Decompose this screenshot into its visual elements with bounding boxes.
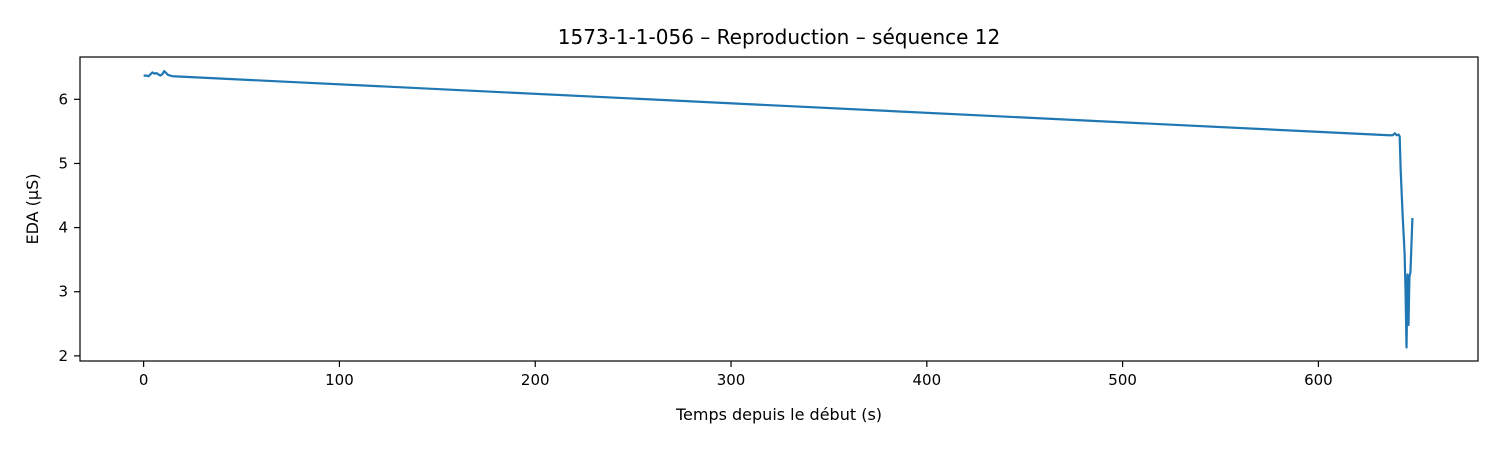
x-tick-label: 400 [913, 371, 942, 389]
x-tick-label: 0 [139, 371, 149, 389]
y-axis-ticks: 2 3 4 5 6 [58, 90, 80, 365]
y-tick-label: 3 [58, 283, 68, 301]
y-tick-label: 2 [58, 347, 68, 365]
eda-series-line [143, 70, 1414, 349]
x-tick-label: 500 [1108, 371, 1137, 389]
x-axis-ticks: 0 100 200 300 400 500 600 [139, 361, 1333, 389]
x-tick-label: 600 [1304, 371, 1333, 389]
chart-title: 1573-1-1-056 – Reproduction – séquence 1… [558, 25, 1000, 49]
series-layer [143, 70, 1414, 349]
x-tick-label: 300 [717, 371, 746, 389]
x-tick-label: 100 [325, 371, 354, 389]
x-tick-label: 200 [521, 371, 550, 389]
x-axis-label: Temps depuis le début (s) [675, 405, 882, 424]
y-axis-label: EDA (µS) [23, 174, 42, 245]
plot-area-frame [79, 56, 1479, 362]
y-tick-label: 4 [58, 219, 68, 237]
y-tick-label: 5 [58, 154, 68, 172]
y-tick-label: 6 [58, 90, 68, 108]
